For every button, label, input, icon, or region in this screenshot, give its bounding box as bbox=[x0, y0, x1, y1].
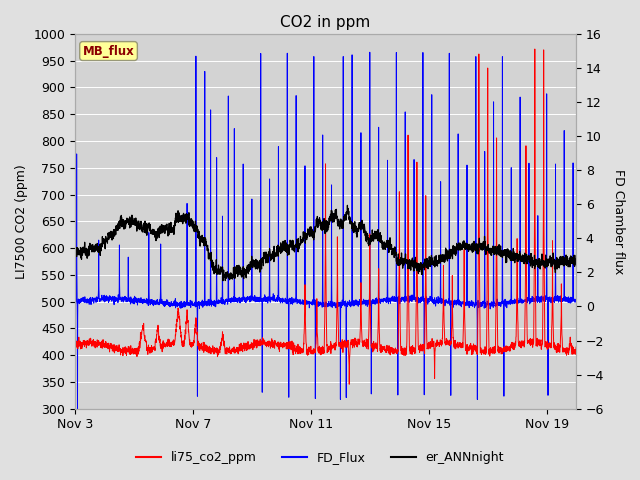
Y-axis label: FD Chamber flux: FD Chamber flux bbox=[612, 168, 625, 274]
Text: MB_flux: MB_flux bbox=[83, 45, 134, 58]
Legend: li75_co2_ppm, FD_Flux, er_ANNnight: li75_co2_ppm, FD_Flux, er_ANNnight bbox=[131, 446, 509, 469]
Y-axis label: LI7500 CO2 (ppm): LI7500 CO2 (ppm) bbox=[15, 164, 28, 279]
Title: CO2 in ppm: CO2 in ppm bbox=[280, 15, 371, 30]
